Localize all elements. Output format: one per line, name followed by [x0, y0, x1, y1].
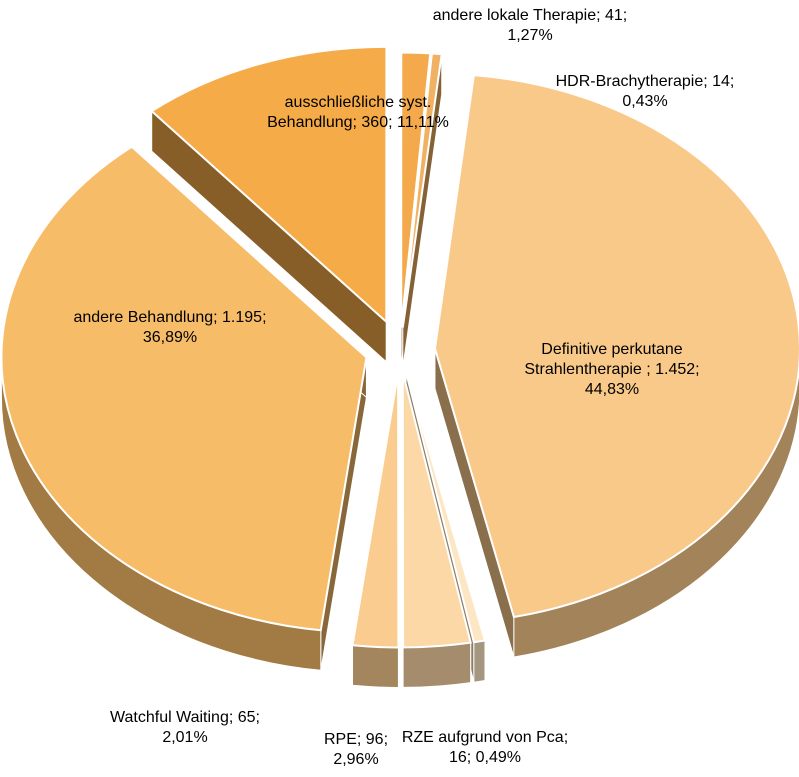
- label-separator: ;: [352, 114, 362, 131]
- label-percentage: 0,49%: [475, 749, 522, 766]
- label-separator: ;: [695, 361, 700, 378]
- label-percentage: 0,43%: [622, 93, 668, 110]
- label-value: 41: [605, 7, 623, 24]
- data-label: andere Behandlung; 1.195; 36,89%: [60, 308, 280, 348]
- label-separator: ;: [213, 309, 223, 326]
- slice: [400, 51, 432, 328]
- label-separator: ;: [703, 73, 713, 90]
- label-value: 96: [365, 731, 384, 748]
- label-percentage: 44,83%: [584, 381, 640, 398]
- label-separator: ;: [228, 709, 238, 726]
- slice-side: [473, 639, 486, 683]
- label-category: Definitive perkutane Strahlentherapie: [524, 341, 683, 378]
- slice: [405, 371, 487, 644]
- label-percentage: 2,01%: [162, 729, 208, 746]
- label-category: RPE: [323, 731, 357, 748]
- label-value: 1.452: [655, 361, 696, 378]
- label-value: 1.195: [222, 309, 263, 326]
- label-separator: ;: [596, 7, 605, 24]
- slice: [401, 52, 443, 328]
- label-separator: ;: [383, 731, 389, 748]
- label-value: 65: [237, 709, 256, 726]
- label-percentage: 36,89%: [142, 329, 198, 346]
- data-label: Watchful Waiting; 65; 2,01%: [95, 708, 275, 748]
- label-separator: ;: [255, 709, 260, 726]
- label-category: HDR-Brachytherapie: [555, 73, 704, 90]
- label-separator: ;: [356, 731, 366, 748]
- label-percentage: 1,27%: [507, 27, 553, 44]
- label-separator: ;: [466, 749, 476, 766]
- label-category: andere Behandlung: [73, 309, 214, 326]
- label-percentage: 2,96%: [333, 751, 379, 768]
- label-separator: ;: [622, 7, 628, 24]
- slice: [0, 145, 368, 632]
- data-label: ausschließliche syst. Behandlung; 360; 1…: [263, 93, 453, 133]
- label-separator: ;: [563, 729, 569, 746]
- label-separator: ;: [388, 114, 397, 131]
- label-percentage: 11,11%: [397, 114, 449, 131]
- slice: [401, 372, 472, 649]
- label-separator: ;: [262, 309, 267, 326]
- label-category: RZE aufgrund von Pca: [401, 729, 564, 746]
- label-value: 360: [361, 114, 389, 131]
- label-category: andere lokale Therapie: [432, 7, 597, 24]
- pie-tops: [0, 45, 799, 649]
- data-label: HDR-Brachytherapie; 14; 0,43%: [535, 72, 755, 112]
- label-separator: ;: [646, 361, 656, 378]
- label-separator: ;: [729, 73, 735, 90]
- slice-side: [352, 644, 399, 688]
- label-category: ausschließliche syst. Behandlung: [267, 94, 432, 131]
- data-label: Definitive perkutane Strahlentherapie ; …: [512, 340, 712, 400]
- slice: [351, 372, 400, 649]
- slice: [433, 74, 799, 619]
- slice-side: [402, 642, 472, 688]
- label-value: 14: [712, 73, 730, 90]
- data-label: andere lokale Therapie; 41; 1,27%: [430, 6, 630, 46]
- label-value: 16: [448, 749, 467, 766]
- label-category: Watchful Waiting: [110, 709, 229, 726]
- data-label: RZE aufgrund von Pca; 16; 0,49%: [400, 728, 570, 768]
- data-label: RPE; 96; 2,96%: [311, 730, 401, 770]
- slice: [150, 45, 388, 325]
